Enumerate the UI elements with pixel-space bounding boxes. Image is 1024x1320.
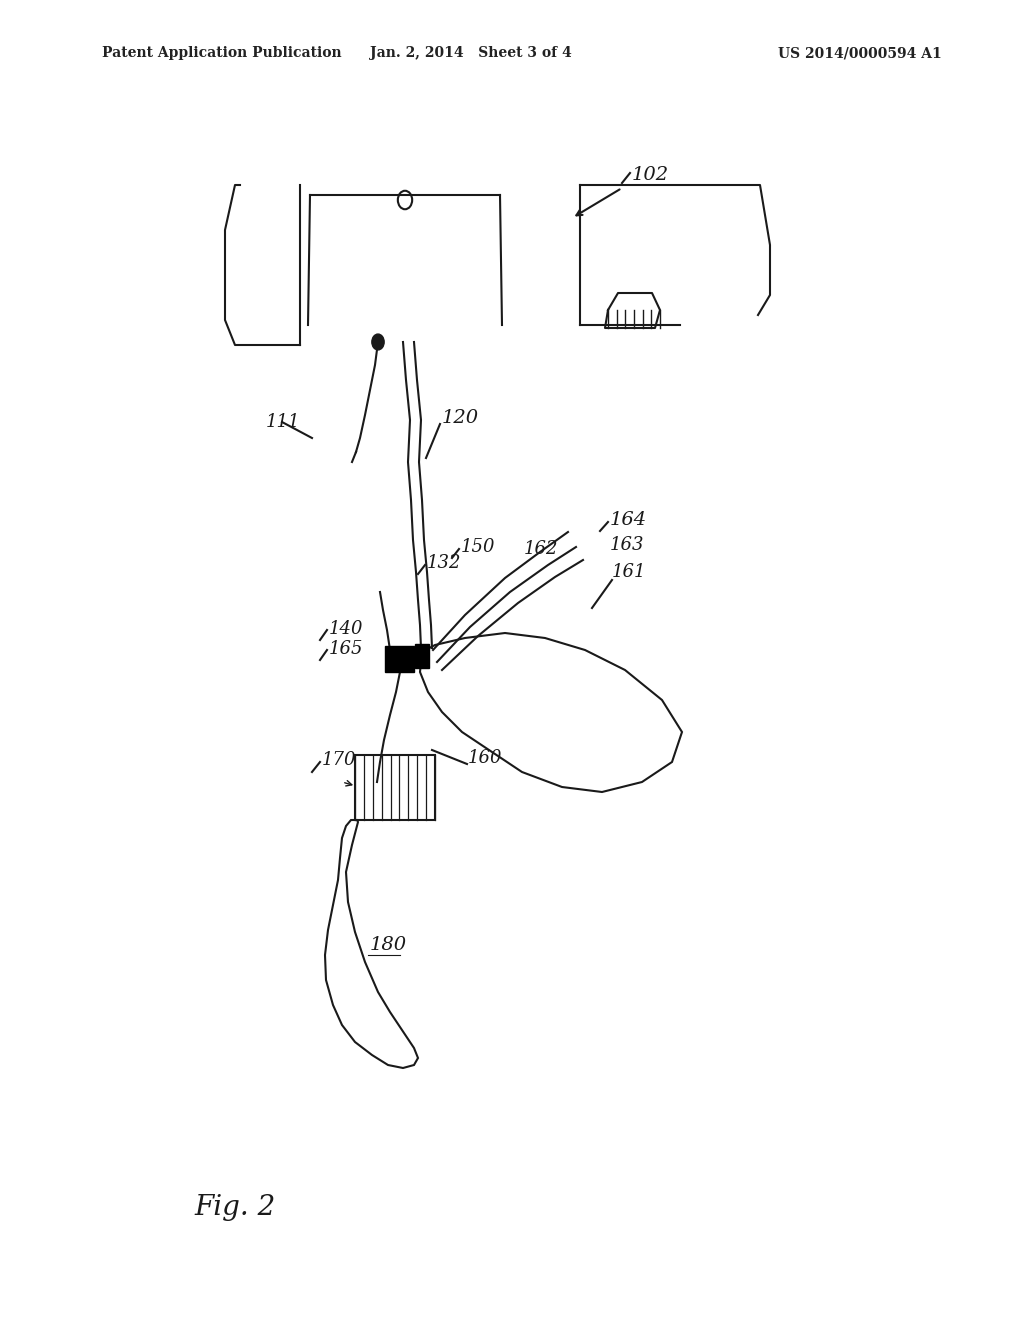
Text: 162: 162 [524,540,558,558]
Text: 163: 163 [610,536,644,554]
Circle shape [372,334,384,350]
Text: 140: 140 [329,620,364,638]
Text: Patent Application Publication: Patent Application Publication [102,46,342,61]
Text: 180: 180 [370,936,408,954]
Bar [415,644,429,668]
Text: 150: 150 [461,539,496,556]
Text: 164: 164 [610,511,647,529]
Text: 132: 132 [427,554,462,572]
Text: Jan. 2, 2014   Sheet 3 of 4: Jan. 2, 2014 Sheet 3 of 4 [370,46,572,61]
Text: 165: 165 [329,640,364,657]
Text: US 2014/0000594 A1: US 2014/0000594 A1 [778,46,942,61]
Bar [355,755,435,820]
Text: 160: 160 [468,748,503,767]
Text: Fig. 2: Fig. 2 [195,1195,275,1221]
Text: 102: 102 [632,166,669,183]
Text: 161: 161 [612,564,646,581]
Text: 170: 170 [322,751,356,770]
Text: 111: 111 [266,413,300,432]
Text: 120: 120 [442,409,479,426]
Bar [385,645,414,672]
